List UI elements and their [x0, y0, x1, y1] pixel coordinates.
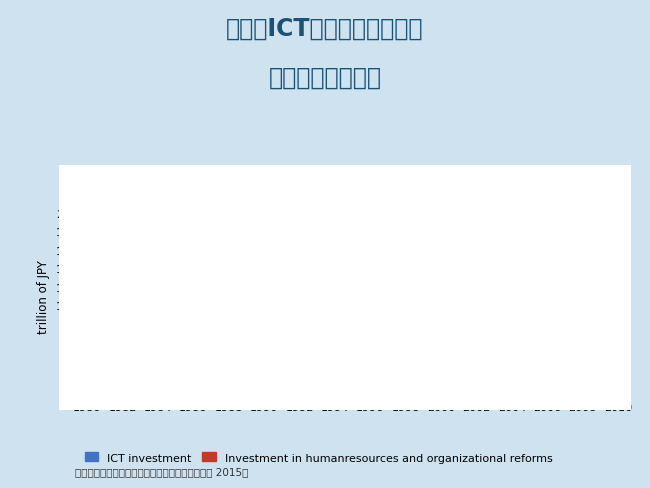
- Bar: [593, 227, 601, 398]
- Bar: [211, 360, 218, 398]
- Bar: [541, 223, 547, 398]
- Bar: [530, 351, 536, 398]
- Bar: [459, 347, 465, 398]
- Bar: [187, 370, 193, 398]
- Bar: [399, 309, 406, 398]
- Bar: [441, 345, 448, 398]
- Bar: [618, 361, 625, 398]
- Bar: [176, 366, 183, 398]
- Text: 資料出所：日本生産性本部「日本の生産性の動向 2015」: 資料出所：日本生産性本部「日本の生産性の動向 2015」: [75, 466, 248, 476]
- Bar: [193, 364, 200, 398]
- Bar: [382, 317, 388, 398]
- Bar: [417, 292, 423, 398]
- Bar: [476, 347, 483, 398]
- Bar: [434, 283, 441, 398]
- Bar: [523, 227, 530, 398]
- Bar: [123, 375, 129, 398]
- Bar: [512, 348, 519, 398]
- Bar: [81, 386, 87, 398]
- Bar: [576, 223, 582, 398]
- Bar: [151, 377, 158, 398]
- Legend: ICT investment, Investment in humanresources and organizational reforms: ICT investment, Investment in humanresou…: [81, 448, 557, 467]
- Bar: [282, 348, 289, 398]
- Bar: [257, 334, 264, 398]
- Bar: [98, 382, 105, 398]
- Bar: [105, 375, 112, 398]
- Bar: [612, 232, 618, 398]
- Text: 日本のICT投賈と人的投賈・: 日本のICT投賈と人的投賈・: [226, 17, 424, 41]
- Bar: [363, 322, 370, 398]
- Bar: [565, 359, 572, 398]
- Bar: [300, 344, 306, 398]
- Bar: [133, 378, 140, 398]
- Bar: [335, 343, 342, 398]
- Bar: [264, 351, 271, 398]
- Bar: [370, 346, 377, 398]
- Bar: [352, 345, 359, 398]
- Bar: [204, 366, 211, 398]
- Bar: [601, 359, 607, 398]
- Bar: [116, 378, 123, 398]
- Bar: [505, 239, 512, 398]
- Bar: [169, 372, 176, 398]
- Bar: [494, 348, 501, 398]
- Text: 組織改革への投賈: 組織改革への投賈: [268, 66, 382, 90]
- Bar: [558, 221, 565, 398]
- Bar: [406, 345, 413, 398]
- Bar: [488, 239, 494, 398]
- Bar: [222, 359, 229, 398]
- Bar: [229, 359, 235, 398]
- Bar: [328, 322, 335, 398]
- Bar: [317, 343, 324, 398]
- Bar: [140, 370, 147, 398]
- Bar: [275, 339, 282, 398]
- Y-axis label: trillion of JPY: trillion of JPY: [37, 260, 50, 333]
- Bar: [582, 359, 590, 398]
- Bar: [388, 345, 395, 398]
- Bar: [470, 240, 476, 398]
- Bar: [547, 353, 554, 398]
- Bar: [87, 377, 94, 398]
- Bar: [292, 324, 300, 398]
- Bar: [240, 347, 246, 398]
- Bar: [158, 368, 164, 398]
- Bar: [423, 343, 430, 398]
- Bar: [452, 262, 459, 398]
- Bar: [346, 325, 352, 398]
- Bar: [311, 317, 317, 398]
- Bar: [246, 354, 253, 398]
